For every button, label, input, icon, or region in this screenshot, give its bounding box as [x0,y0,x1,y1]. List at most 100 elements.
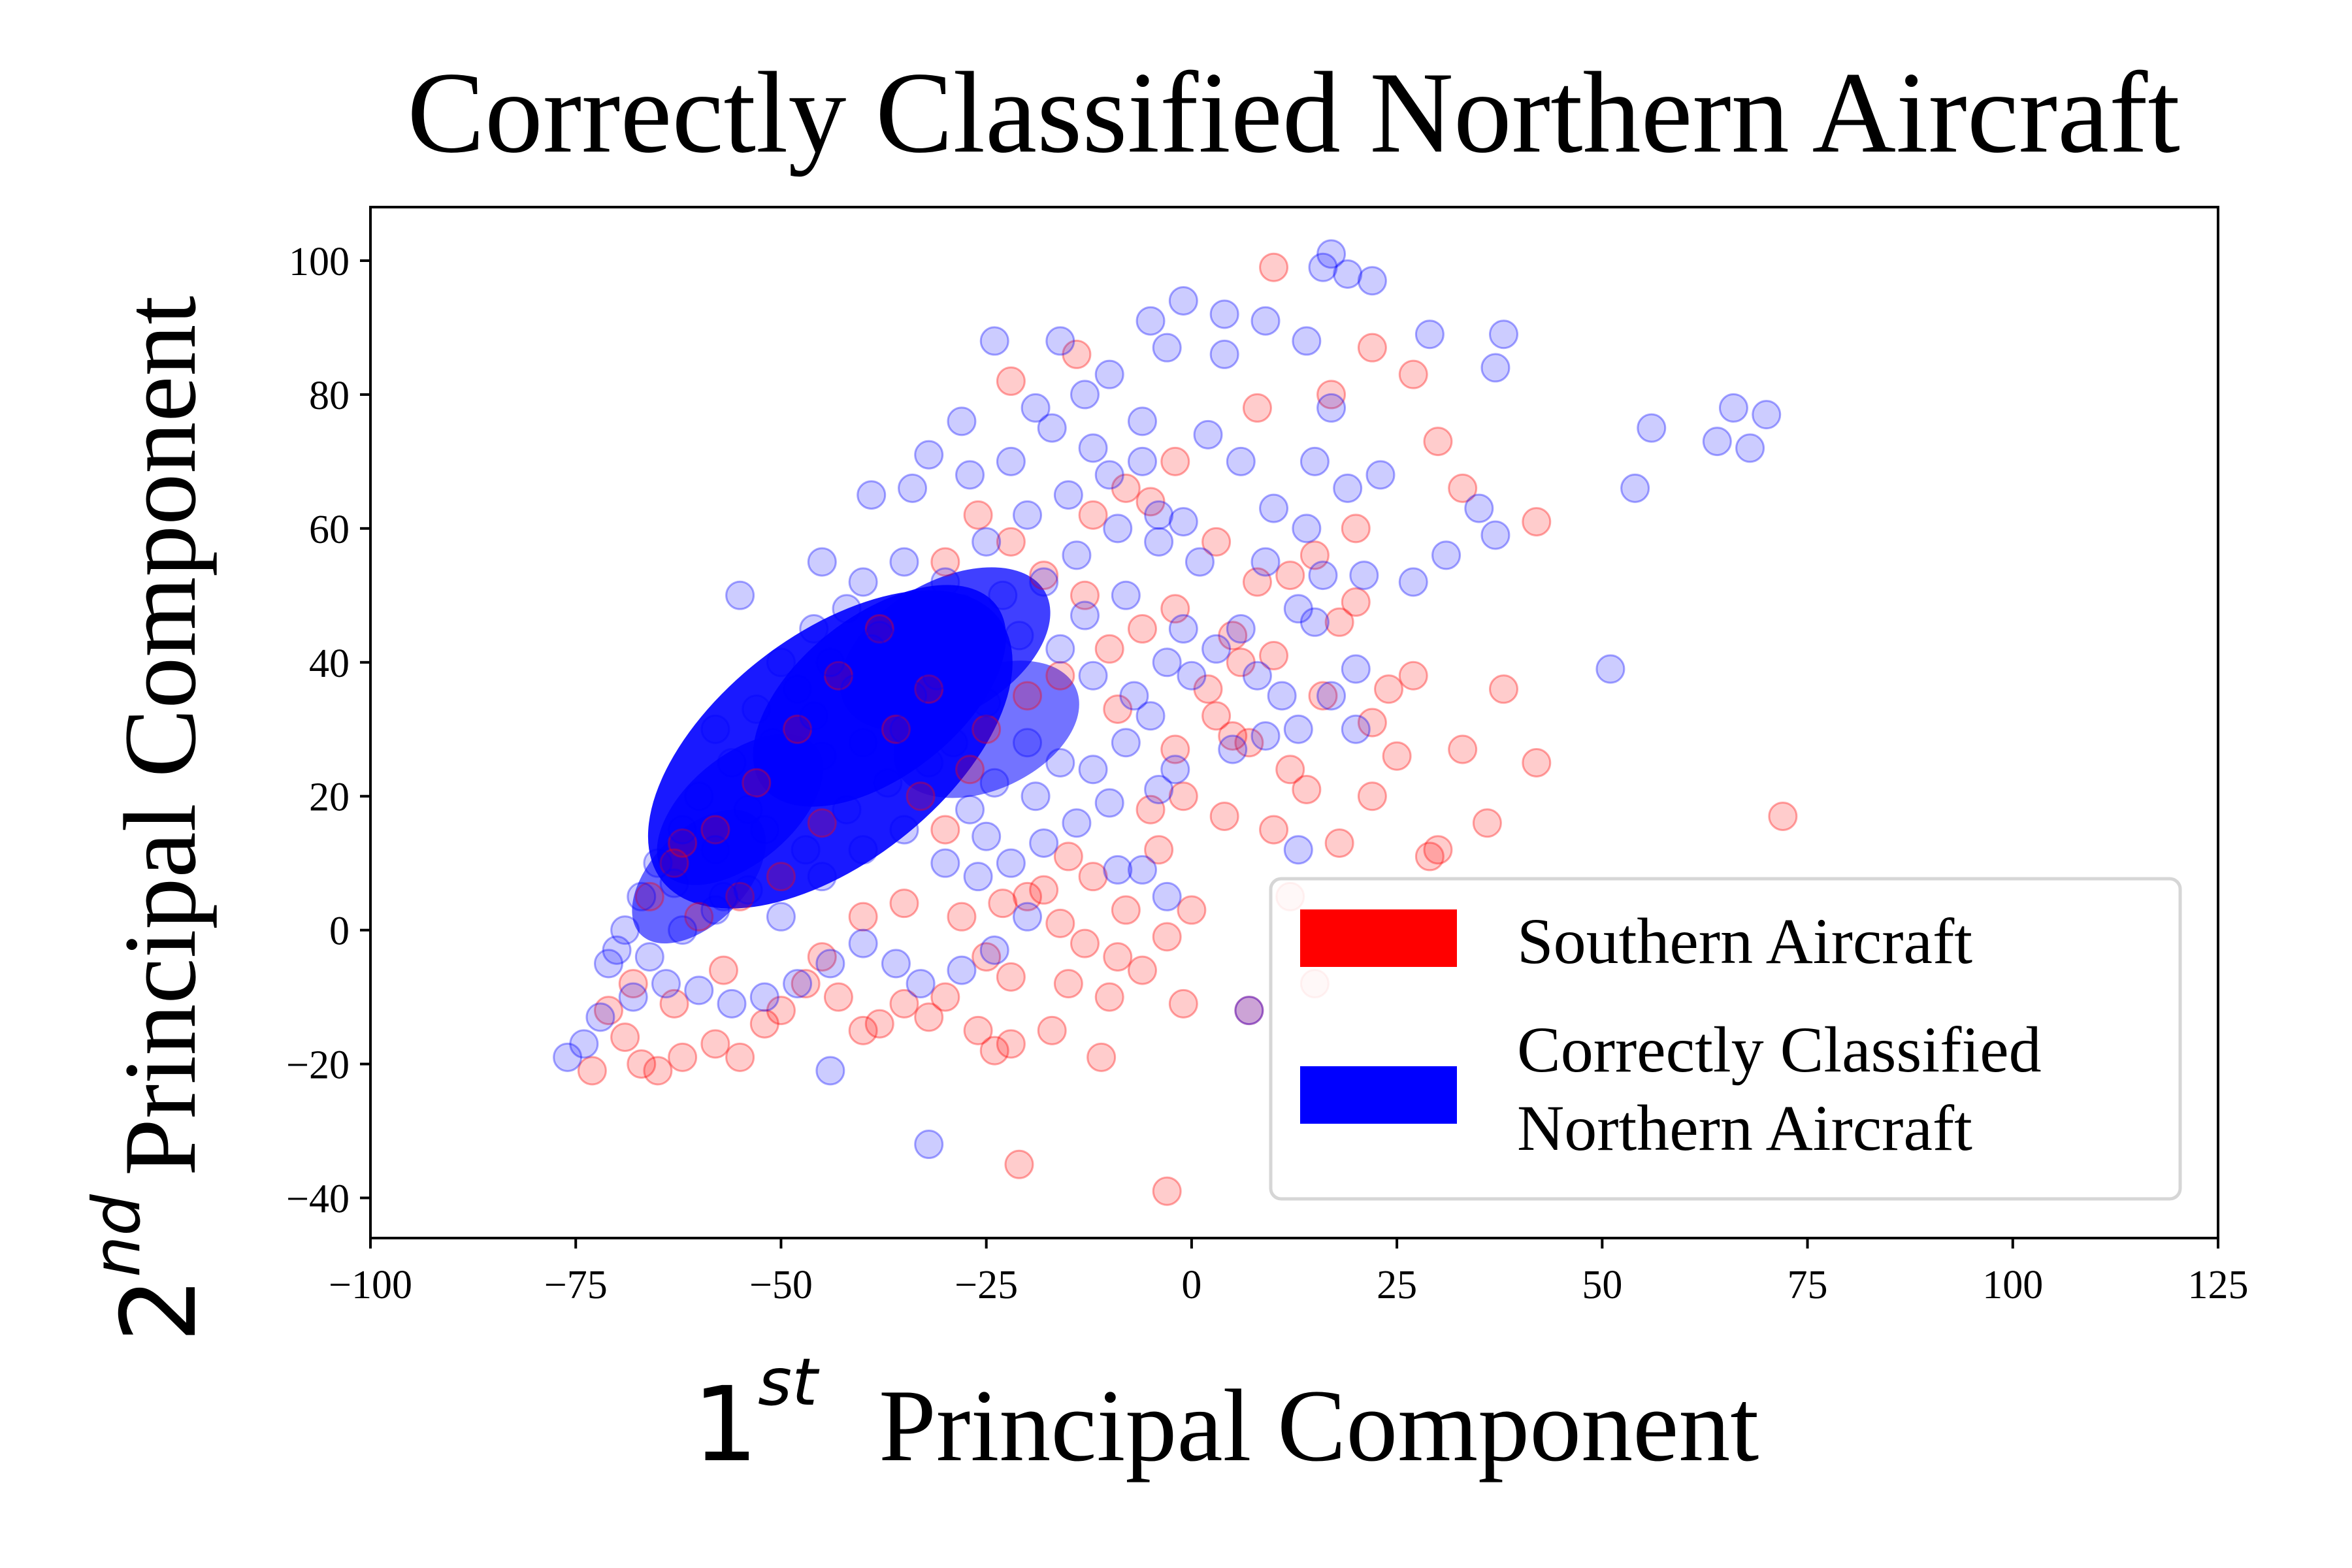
x-tick-label: −75 [544,1263,608,1307]
northern-point [799,614,829,644]
x-tick-label: 50 [1582,1263,1622,1307]
legend-swatch-northern [1300,1066,1457,1124]
northern-point [1292,326,1322,356]
y-tick-label: −40 [286,1177,350,1222]
northern-point [1308,252,1338,282]
northern-point [643,848,673,878]
northern-point [815,949,845,979]
southern-point [1489,674,1519,704]
northern-point [1144,774,1174,804]
northern-point [807,547,837,577]
legend: Southern Aircraft Correctly Classified N… [1269,877,2182,1201]
southern-point [1308,681,1338,711]
northern-point [618,982,648,1012]
y-axis-ticks: −40 −20 0 20 40 60 80 100 [286,240,370,1222]
northern-point [914,747,944,777]
northern-point [972,527,1002,557]
southern-point [1259,815,1289,845]
southern-point [1029,875,1059,905]
southern-point [766,996,796,1026]
northern-point [1152,333,1182,363]
northern-point [1250,721,1281,751]
northern-point [1053,480,1083,510]
northern-point [1029,567,1059,597]
northern-point [1414,319,1445,350]
northern-point [799,701,829,731]
southern-point [1768,801,1798,831]
southern-point [1045,908,1075,938]
northern-point [1184,547,1215,577]
y-axis-label-superscript: nd [78,1194,155,1277]
northern-point [889,714,919,744]
northern-point [1341,714,1371,744]
northern-point [922,661,952,691]
northern-point [783,674,813,704]
northern-point [700,714,730,744]
southern-point [979,1036,1009,1066]
southern-point [1152,922,1182,952]
southern-point [1218,721,1248,751]
northern-point [914,1130,944,1160]
southern-point [1094,982,1124,1012]
plot-frame [369,206,2219,1239]
northern-point [963,647,993,678]
northern-point [1160,755,1190,785]
northern-point [593,949,623,979]
x-axis-label: 1 st Principal Component [693,1344,1759,1485]
northern-point [1045,634,1075,664]
x-tick-label: −100 [329,1263,412,1307]
x-axis-label-superscript: st [758,1344,820,1420]
southern-point [996,527,1026,557]
northern-point [758,728,788,758]
southern-point [1522,747,1552,777]
southern-point [1292,774,1322,804]
southern-point [659,988,689,1019]
northern-point [684,975,714,1005]
southern-point [1160,446,1190,476]
southern-point [1053,969,1083,999]
northern-point [930,567,960,597]
southern-point [963,1015,993,1045]
southern-point [996,962,1026,992]
southern-point [1037,1015,1067,1045]
southern-point [1111,473,1141,503]
southern-point [725,1042,755,1072]
southern-point [906,781,936,811]
northern-point [938,728,968,758]
x-axis-label-text: Principal Component [879,1369,1759,1483]
northern-point [1078,661,1108,691]
northern-point [988,580,1018,610]
y-tick-label: 100 [289,240,350,284]
northern-point [1127,855,1157,885]
northern-point [1250,547,1281,577]
northern-point [1209,339,1239,369]
northern-point [700,895,730,925]
southern-point [930,547,960,577]
southern-point [1448,734,1478,764]
southern-point [1029,561,1059,591]
southern-point [684,902,714,932]
northern-point [979,326,1009,356]
northern-point [1029,828,1059,858]
southern-point [1193,674,1223,704]
northern-point [1103,855,1133,885]
southern-point [1275,561,1305,591]
southern-point [1316,380,1347,410]
northern-point [930,701,960,731]
southern-point [1111,895,1141,925]
southern-point [823,661,853,691]
northern-point [848,567,878,597]
southern-point [1086,1042,1117,1072]
y-tick-label: 80 [309,374,350,418]
northern-point [873,768,903,798]
southern-point [700,815,730,845]
y-tick-label: 40 [309,642,350,686]
southern-point [1144,835,1174,865]
northern-point [1127,406,1157,436]
northern-point [947,406,977,436]
density-blob [632,809,766,944]
northern-point [1242,661,1272,691]
southern-point [1275,755,1305,785]
northern-point [717,988,747,1019]
